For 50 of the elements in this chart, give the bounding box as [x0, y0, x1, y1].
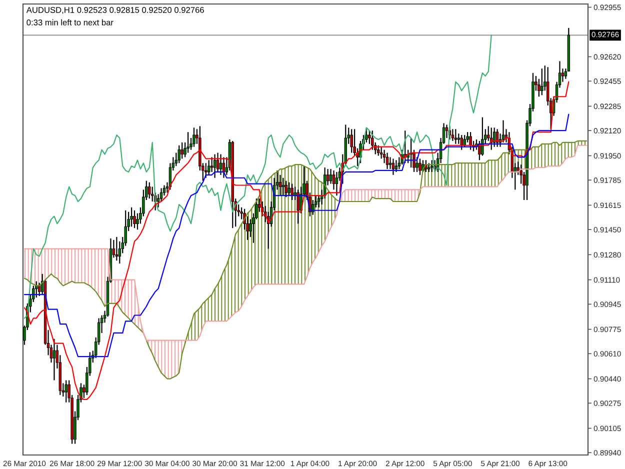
- candlestick: [457, 133, 460, 144]
- candlestick: [204, 162, 208, 178]
- candlestick: [278, 174, 282, 196]
- candlestick: [418, 158, 422, 176]
- candlestick: [371, 130, 374, 150]
- candlestick: [380, 146, 383, 160]
- candlestick: [178, 144, 180, 164]
- candlestick: [38, 282, 41, 297]
- candlestick: [115, 236, 118, 262]
- candlestick: [335, 171, 338, 196]
- line-series: [24, 144, 588, 341]
- candlestick: [290, 183, 294, 201]
- candlestick: [284, 180, 288, 198]
- candlestick: [288, 182, 290, 196]
- candlestick: [118, 240, 121, 264]
- candlestick: [466, 132, 469, 143]
- candlestick: [416, 156, 418, 173]
- chart-title: AUDUSD,H1 0.92523 0.92815 0.92520 0.92766: [26, 7, 204, 14]
- annotation: 0:33 min left to next bar: [26, 19, 114, 26]
- candlestick: [463, 134, 466, 148]
- candlestick: [130, 206, 133, 228]
- candlestick: [460, 134, 463, 150]
- candlestick: [430, 160, 434, 173]
- candlestick: [350, 128, 353, 154]
- candlestick: [213, 154, 216, 178]
- candlestick: [481, 116, 484, 156]
- candlestick: [469, 132, 472, 150]
- candlestick: [133, 210, 136, 229]
- candlestick: [478, 140, 481, 161]
- candlestick: [52, 338, 56, 381]
- candlestick: [192, 127, 196, 148]
- candlestick: [502, 120, 505, 143]
- candlestick: [296, 189, 300, 224]
- candlestick: [64, 380, 68, 403]
- candlestick: [392, 158, 395, 176]
- candlestick: [377, 144, 380, 156]
- candlestick: [148, 182, 151, 200]
- candlestick: [186, 132, 190, 154]
- candlestick: [540, 68, 544, 96]
- candlestick: [219, 154, 222, 176]
- candlestick: [394, 160, 398, 173]
- candlestick: [282, 177, 285, 196]
- line-series: [24, 81, 570, 400]
- candlestick: [312, 199, 314, 216]
- candlestick: [454, 128, 458, 144]
- candlestick: [180, 142, 184, 160]
- candlestick: [208, 160, 210, 176]
- line-series: [24, 140, 588, 380]
- candlestick: [386, 152, 389, 170]
- candlestick: [451, 128, 454, 142]
